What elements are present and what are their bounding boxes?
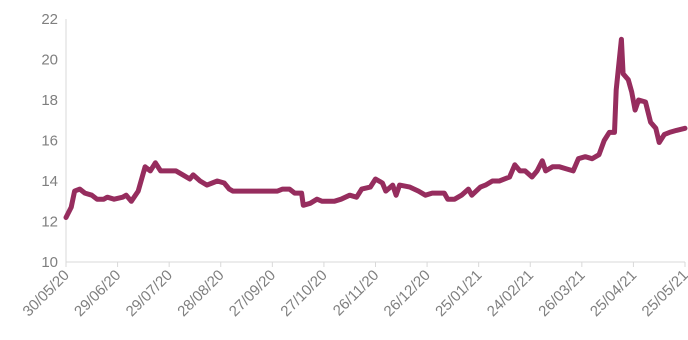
y-tick-label: 10 bbox=[41, 254, 58, 271]
y-tick-label: 16 bbox=[41, 133, 58, 150]
x-tick-label: 26/12/20 bbox=[381, 267, 434, 320]
x-tick-label: 25/05/21 bbox=[639, 267, 688, 320]
x-tick-label: 25/01/21 bbox=[432, 267, 485, 320]
y-tick-label: 22 bbox=[41, 11, 58, 28]
x-tick-label: 26/03/21 bbox=[535, 267, 588, 320]
y-tick-label: 12 bbox=[41, 214, 58, 231]
y-tick-label: 14 bbox=[41, 173, 58, 190]
x-tick-label: 25/04/21 bbox=[587, 267, 640, 320]
x-tick-label: 28/08/20 bbox=[174, 267, 227, 320]
x-tick-label: 26/11/20 bbox=[330, 267, 383, 320]
x-tick-label: 24/02/21 bbox=[484, 267, 537, 320]
line-series bbox=[63, 36, 688, 220]
x-tick-label: 29/06/20 bbox=[71, 267, 124, 320]
x-tick-label: 27/09/20 bbox=[226, 267, 279, 320]
y-tick-label: 20 bbox=[41, 52, 58, 69]
x-tick-label: 29/07/20 bbox=[123, 267, 176, 320]
y-tick-label: 18 bbox=[41, 92, 58, 109]
x-tick-label: 27/10/20 bbox=[277, 267, 330, 320]
x-tick-label: 30/05/20 bbox=[20, 267, 73, 320]
